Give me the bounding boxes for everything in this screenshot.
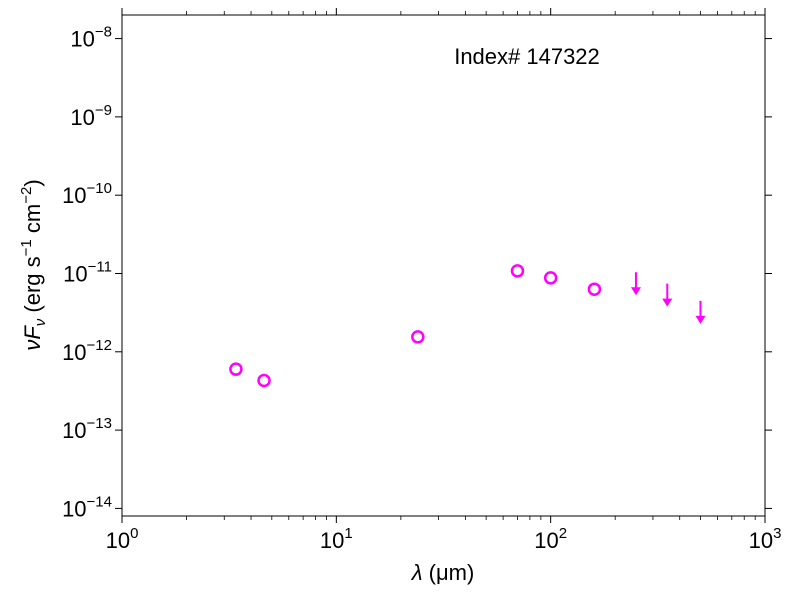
upper-limit-marker — [630, 272, 641, 296]
data-points — [229, 264, 706, 388]
y-tick-label: 10−10 — [62, 180, 112, 208]
x-tick-label: 100 — [106, 525, 139, 553]
minor-ticks — [186, 11, 756, 520]
upper-limit-arrowhead — [662, 298, 673, 307]
y-tick-label: 10−12 — [62, 337, 112, 365]
upper-limit-arrowhead — [695, 315, 706, 324]
data-point — [587, 282, 602, 296]
y-tick-label: 10−13 — [62, 415, 112, 443]
y-tick-label: 10−9 — [70, 102, 112, 130]
data-point — [411, 330, 425, 344]
y-tick-labels: 10−14 10−13 10−12 10−11 10−10 10−9 10−8 — [62, 24, 112, 522]
data-point — [543, 271, 558, 285]
x-tick-labels: 100 101 102 103 — [106, 525, 782, 553]
plot-frame — [121, 14, 766, 517]
index-annotation: Index# 147322 — [454, 44, 600, 69]
upper-limit-marker — [662, 283, 673, 307]
y-tick-label: 10−14 — [62, 493, 112, 521]
y-axis-title: νFν (erg s−1 cm−2) — [18, 179, 49, 350]
data-point — [257, 373, 271, 388]
data-point — [510, 264, 525, 278]
x-tick-label: 102 — [534, 525, 567, 553]
upper-limit-arrowhead — [630, 287, 641, 296]
x-tick-label: 101 — [320, 525, 353, 553]
x-axis-title: λ (μm) — [411, 560, 475, 585]
y-tick-label: 10−8 — [70, 24, 112, 52]
x-tick-label: 103 — [749, 525, 782, 553]
y-tick-label: 10−11 — [63, 258, 112, 286]
major-ticks — [115, 8, 772, 523]
data-point — [229, 362, 243, 376]
upper-limit-marker — [695, 300, 706, 324]
